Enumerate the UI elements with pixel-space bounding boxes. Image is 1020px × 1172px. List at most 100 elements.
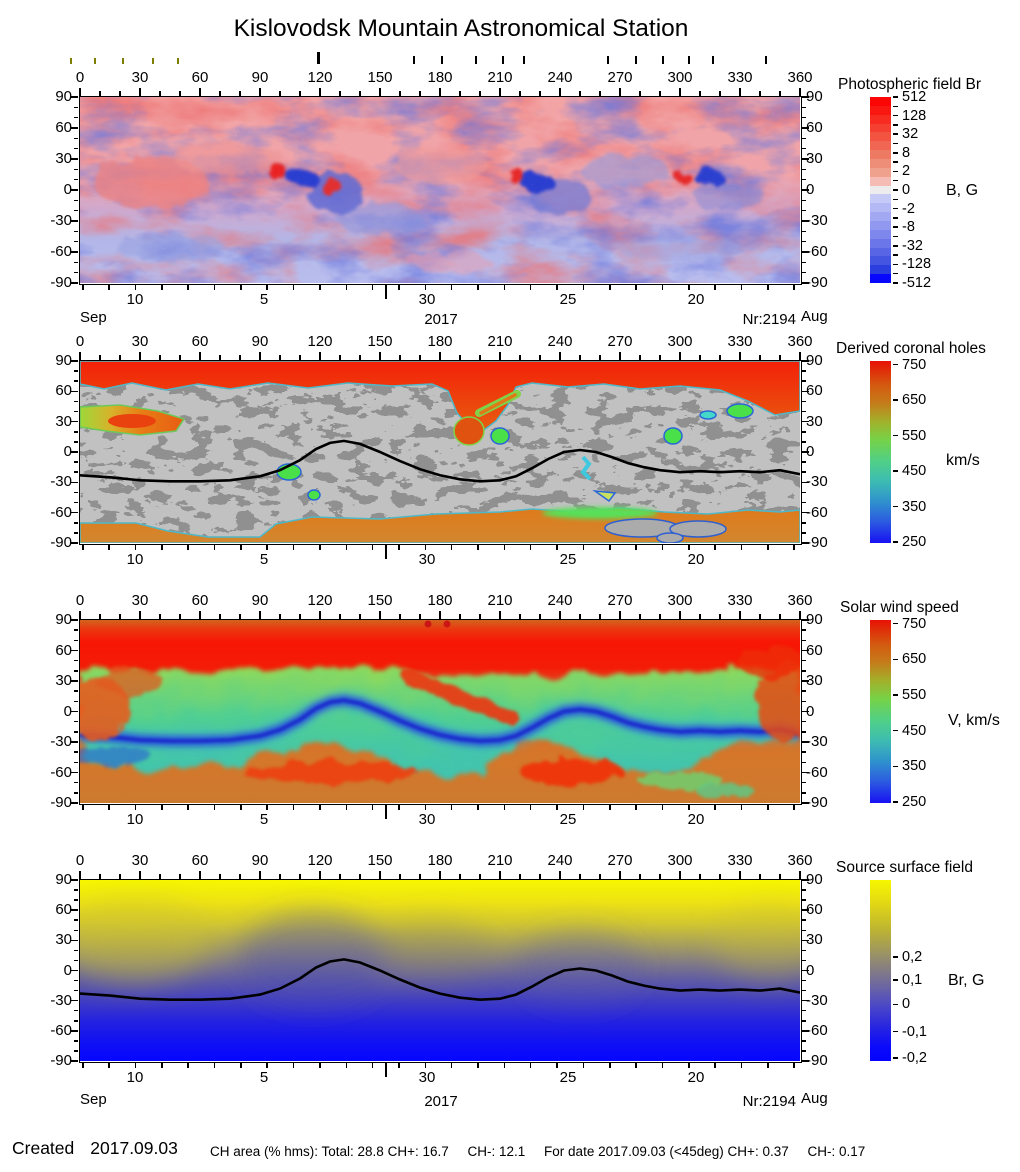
- lon-tick: [359, 614, 361, 619]
- lat-tick: [802, 792, 806, 794]
- lat-label-left: -30: [50, 991, 72, 1009]
- colorbar-tick: [893, 470, 898, 472]
- lon-tick: [399, 355, 401, 360]
- lat-tick: [74, 919, 78, 921]
- lat-tick: [74, 116, 78, 119]
- lon-tick: [779, 91, 781, 96]
- lat-tick: [802, 979, 806, 982]
- date-tick: [398, 805, 400, 810]
- colorbar-label: 350: [902, 758, 927, 775]
- lat-tick: [74, 1040, 78, 1042]
- lon-tick: [459, 874, 461, 879]
- date-tick: [108, 805, 110, 810]
- lon-label: 180: [427, 852, 453, 869]
- colorbar-step: [870, 185, 891, 195]
- lat-tick: [802, 431, 806, 433]
- lat-tick: [71, 879, 78, 881]
- colorbar-label: 8: [902, 144, 911, 161]
- lon-label: 360: [787, 852, 813, 869]
- date-tick: [398, 285, 400, 290]
- date-label: 5: [259, 1069, 269, 1086]
- lon-tick: [699, 91, 701, 96]
- month-right-label: Aug: [801, 308, 828, 325]
- date-tick: [477, 1063, 479, 1068]
- lon-tick: [119, 355, 121, 360]
- lon-tick: [179, 614, 181, 619]
- lat-label-right: -60: [806, 763, 828, 781]
- date-tick: [292, 805, 295, 810]
- lat-tick: [74, 949, 78, 952]
- date-tick: [503, 805, 506, 810]
- lon-tick: [739, 611, 741, 619]
- lon-label: 330: [727, 852, 753, 869]
- date-tick: [529, 285, 532, 290]
- date-tick: [556, 545, 558, 550]
- colorbar-label: -32: [902, 237, 923, 254]
- lat-tick: [71, 680, 78, 682]
- date-tick: [767, 1063, 769, 1068]
- colorbar-tick: [893, 399, 898, 401]
- lat-tick: [802, 127, 809, 129]
- date-tick: [424, 1063, 427, 1068]
- lon-tick: [659, 874, 661, 879]
- colorbar-tick: [893, 133, 898, 135]
- colorbar-label: -0,1: [902, 1023, 927, 1040]
- colorbar-step: [870, 176, 891, 187]
- date-label: 30: [418, 1069, 436, 1086]
- lon-label: 240: [547, 333, 573, 350]
- lat-tick: [802, 230, 806, 233]
- lon-tick: [419, 91, 421, 96]
- lat-tick: [71, 420, 78, 423]
- date-tick: [609, 545, 611, 550]
- lon-label: 30: [131, 69, 149, 86]
- lon-tick: [779, 614, 781, 619]
- colorbar-tick: [893, 170, 898, 173]
- stat-for-date: For date 2017.09.03 (<45deg) CH+: 0.37: [544, 1144, 789, 1159]
- lat-tick: [802, 670, 806, 672]
- lat-label-right: -60: [806, 503, 828, 521]
- date-tick: [134, 1063, 137, 1068]
- lon-label: 240: [547, 69, 573, 86]
- lat-label-right: 90: [806, 611, 823, 628]
- lat-label-left: 30: [55, 150, 72, 167]
- date-tick: [371, 805, 374, 810]
- date-tick: [556, 1063, 558, 1068]
- colorbar-label: 550: [902, 427, 927, 444]
- date-tick: [529, 1063, 532, 1068]
- lat-label-right: 0: [806, 961, 815, 979]
- lat-tick: [74, 1009, 78, 1012]
- lon-tick: [759, 355, 761, 360]
- lat-tick: [74, 959, 78, 962]
- lon-tick: [599, 614, 601, 619]
- observation-tick: [635, 56, 637, 64]
- lon-tick: [799, 352, 801, 360]
- lat-label-right: -30: [806, 733, 828, 750]
- lat-tick: [71, 251, 78, 253]
- lon-tick: [399, 91, 401, 96]
- observation-tick: [712, 56, 714, 64]
- observation-tick: [413, 56, 415, 64]
- lon-tick: [299, 874, 301, 879]
- lon-tick: [259, 88, 261, 96]
- lon-label: 30: [131, 592, 149, 609]
- lon-label: 180: [427, 69, 453, 86]
- date-tick: [134, 545, 137, 550]
- lon-label: 30: [131, 852, 149, 869]
- date-tick: [319, 805, 321, 810]
- solar-wind-speed-map: [80, 620, 800, 803]
- date-tick: [529, 805, 532, 810]
- lat-label-right: -30: [806, 212, 828, 229]
- lon-tick: [359, 355, 361, 360]
- lat-label-right: 0: [806, 181, 815, 198]
- date-label: 10: [126, 291, 144, 308]
- lat-tick: [802, 659, 806, 662]
- lat-tick: [802, 542, 809, 544]
- date-tick: [450, 545, 453, 550]
- lat-tick: [802, 879, 809, 881]
- source-surface-colorbar: [870, 880, 891, 1061]
- lon-tick: [459, 614, 461, 619]
- date-label: 20: [687, 291, 705, 308]
- lat-tick: [74, 410, 78, 413]
- lat-tick: [71, 282, 78, 284]
